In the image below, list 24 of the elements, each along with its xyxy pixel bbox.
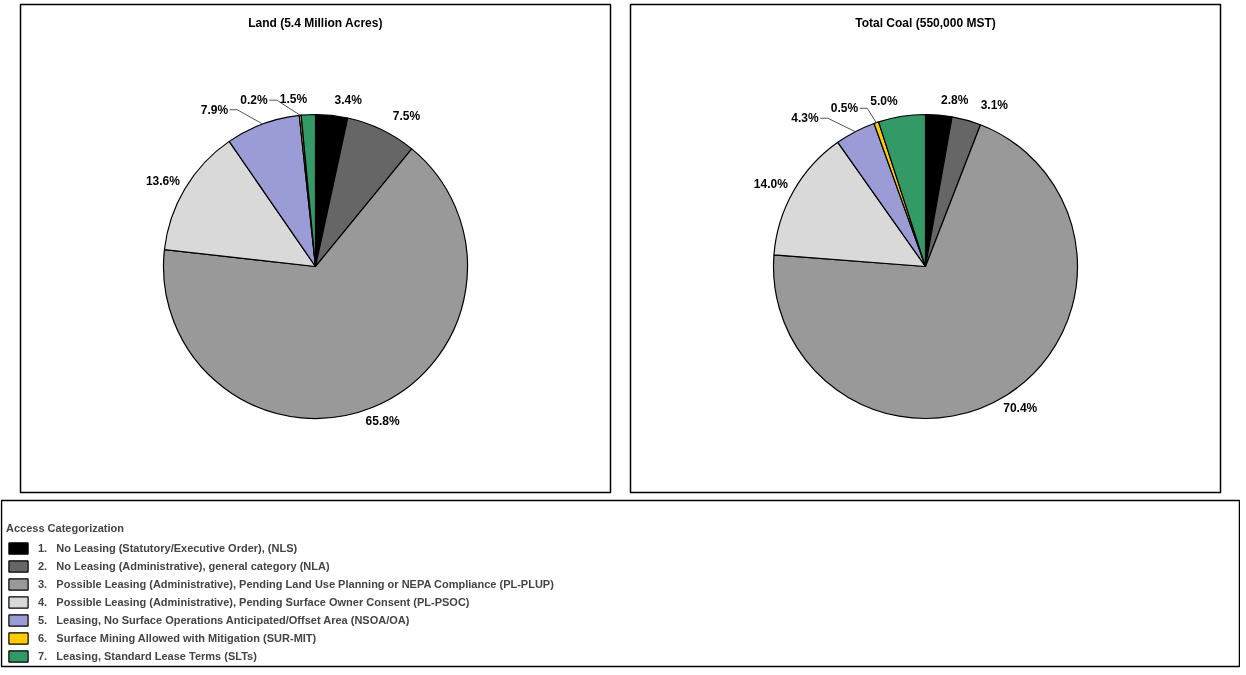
data-label: 13.6%: [145, 173, 181, 188]
data-label: 1.5%: [279, 92, 308, 107]
legend-label: 1. No Leasing (Statutory/Executive Order), (NLS): [38, 541, 298, 556]
data-label: 65.8%: [365, 414, 400, 429]
legend-label: 5. Leasing, No Surface Operations Anticipated/Offset Area (NSOA/OA): [38, 613, 410, 628]
legend-label: 4. Possible Leasing (Administrative), Pending Surface Owner Consent (PL-PSOC): [38, 595, 470, 610]
chart-title: Total Coal (550,000 MST): [855, 15, 996, 30]
data-label: 7.5%: [392, 108, 421, 123]
legend-label: 6. Surface Mining Allowed with Mitigation (SUR-MIT): [38, 631, 317, 646]
data-label: 2.8%: [941, 92, 969, 107]
data-label: 14.0%: [753, 176, 789, 191]
legend-title: Access Categorization: [6, 522, 125, 534]
legend-label: 7. Leasing, Standard Lease Terms (SLTs): [38, 649, 257, 664]
data-label: 0.2%: [240, 93, 268, 108]
chart-title: Land (5.4 Million Acres): [248, 15, 383, 30]
data-label: 70.4%: [1003, 401, 1038, 415]
data-label: 0.5%: [830, 101, 859, 116]
data-label: 4.3%: [791, 111, 819, 126]
data-label: 3.1%: [980, 98, 1009, 113]
legend-label: 2. No Leasing (Administrative), general category (NLA): [38, 559, 330, 574]
legend-label: 3. Possible Leasing (Administrative), Pending Land Use Planning or NEPA Compliance (PL-PLUP): [38, 577, 554, 592]
data-label: 7.9%: [200, 102, 229, 117]
data-label: 3.4%: [334, 93, 363, 108]
data-label: 5.0%: [870, 94, 899, 109]
